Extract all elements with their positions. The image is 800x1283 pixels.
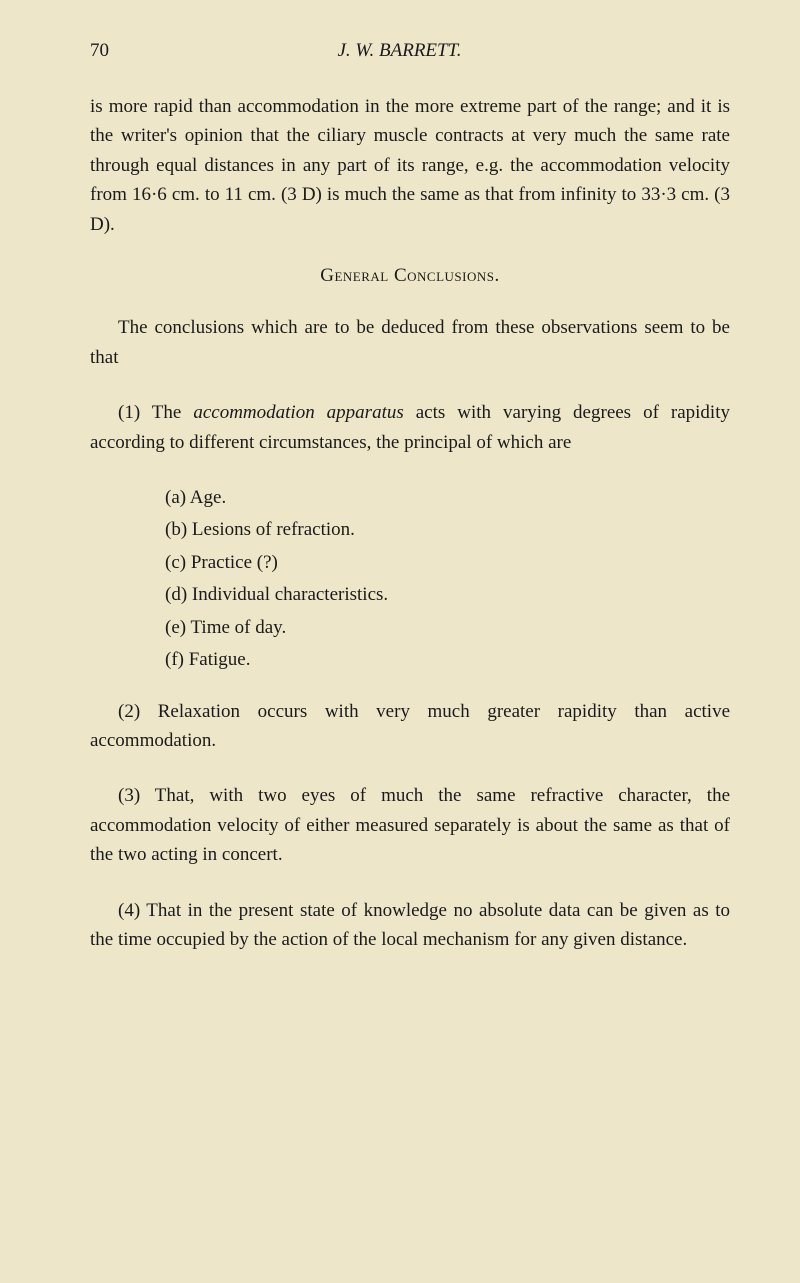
list-item-b: (b) Lesions of refraction.: [90, 515, 730, 544]
list-item-e: (e) Time of day.: [90, 613, 730, 642]
point-2: (2) Relaxation occurs with very much gre…: [90, 697, 730, 756]
point-1-prefix: (1) The: [118, 402, 193, 423]
conclusion-intro: The conclusions which are to be deduced …: [90, 313, 730, 372]
point-4: (4) That in the present state of knowled…: [90, 896, 730, 955]
point-1: (1) The accommodation apparatus acts wit…: [90, 398, 730, 457]
point-3: (3) That, with two eyes of much the same…: [90, 781, 730, 869]
document-page: 70 J. W. BARRETT. is more rapid than acc…: [0, 0, 800, 1283]
page-header: 70 J. W. BARRETT.: [90, 40, 730, 62]
list-item-c: (c) Practice (?): [90, 548, 730, 577]
sub-list: (a) Age. (b) Lesions of refraction. (c) …: [90, 483, 730, 675]
section-title: General Conclusions.: [90, 265, 730, 287]
list-item-f: (f) Fatigue.: [90, 645, 730, 674]
list-item-a: (a) Age.: [90, 483, 730, 512]
point-1-italic: accommodation apparatus: [193, 402, 403, 423]
intro-paragraph: is more rapid than accommodation in the …: [90, 92, 730, 239]
list-item-d: (d) Individual characteristics.: [90, 580, 730, 609]
author-name: J. W. BARRETT.: [69, 40, 730, 62]
